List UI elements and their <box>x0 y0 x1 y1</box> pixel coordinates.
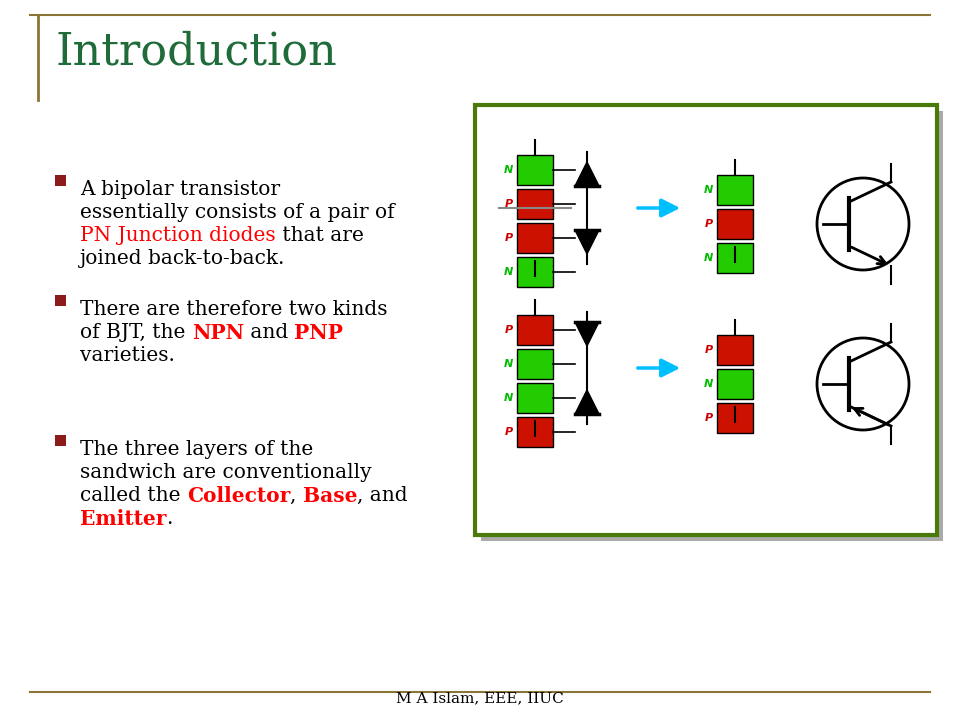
Bar <box>55 175 66 186</box>
Bar <box>717 175 753 205</box>
Bar <box>55 295 66 306</box>
Text: N: N <box>704 253 713 263</box>
Bar <box>55 435 66 446</box>
Text: , and: , and <box>357 486 408 505</box>
Text: N: N <box>504 393 513 403</box>
Bar <box>717 209 753 239</box>
Text: Emitter: Emitter <box>80 509 166 529</box>
Text: .: . <box>166 509 173 528</box>
Polygon shape <box>575 162 599 186</box>
Bar <box>517 315 553 345</box>
Bar <box>517 155 553 185</box>
Text: Introduction: Introduction <box>55 30 337 73</box>
Text: P: P <box>505 233 513 243</box>
Text: varieties.: varieties. <box>80 346 175 365</box>
Text: joined back-to-back.: joined back-to-back. <box>80 249 285 268</box>
Text: that are: that are <box>276 226 364 245</box>
Text: called the: called the <box>80 486 187 505</box>
Text: P: P <box>705 219 713 229</box>
Text: A bipolar transistor: A bipolar transistor <box>80 180 280 199</box>
Text: Collector: Collector <box>187 486 290 506</box>
Text: and: and <box>244 323 295 342</box>
Text: The three layers of the: The three layers of the <box>80 440 313 459</box>
Text: ,: , <box>290 486 302 505</box>
Bar <box>717 243 753 273</box>
Bar <box>517 417 553 447</box>
Text: There are therefore two kinds: There are therefore two kinds <box>80 300 388 319</box>
Polygon shape <box>575 390 599 414</box>
Bar <box>517 257 553 287</box>
Text: N: N <box>704 185 713 195</box>
Text: P: P <box>705 345 713 355</box>
Text: Base: Base <box>302 486 357 506</box>
Bar <box>517 349 553 379</box>
Text: P: P <box>505 199 513 209</box>
Text: of BJT, the: of BJT, the <box>80 323 192 342</box>
Bar <box>717 335 753 365</box>
Text: N: N <box>504 165 513 175</box>
Bar <box>517 189 553 219</box>
Text: PNP: PNP <box>295 323 344 343</box>
Text: N: N <box>504 267 513 277</box>
Text: N: N <box>704 379 713 389</box>
Bar <box>517 383 553 413</box>
Bar <box>717 369 753 399</box>
Polygon shape <box>575 322 599 346</box>
Bar <box>517 223 553 253</box>
Text: PN Junction diodes: PN Junction diodes <box>80 226 276 245</box>
Text: P: P <box>705 413 713 423</box>
Polygon shape <box>575 230 599 254</box>
Bar <box>481 111 943 541</box>
Text: N: N <box>504 359 513 369</box>
Text: M A Islam, EEE, IIUC: M A Islam, EEE, IIUC <box>396 691 564 705</box>
Text: NPN: NPN <box>192 323 244 343</box>
Text: essentially consists of a pair of: essentially consists of a pair of <box>80 203 395 222</box>
Bar <box>717 403 753 433</box>
Text: P: P <box>505 427 513 437</box>
Text: P: P <box>505 325 513 335</box>
Bar <box>475 105 937 535</box>
Text: sandwich are conventionally: sandwich are conventionally <box>80 463 372 482</box>
